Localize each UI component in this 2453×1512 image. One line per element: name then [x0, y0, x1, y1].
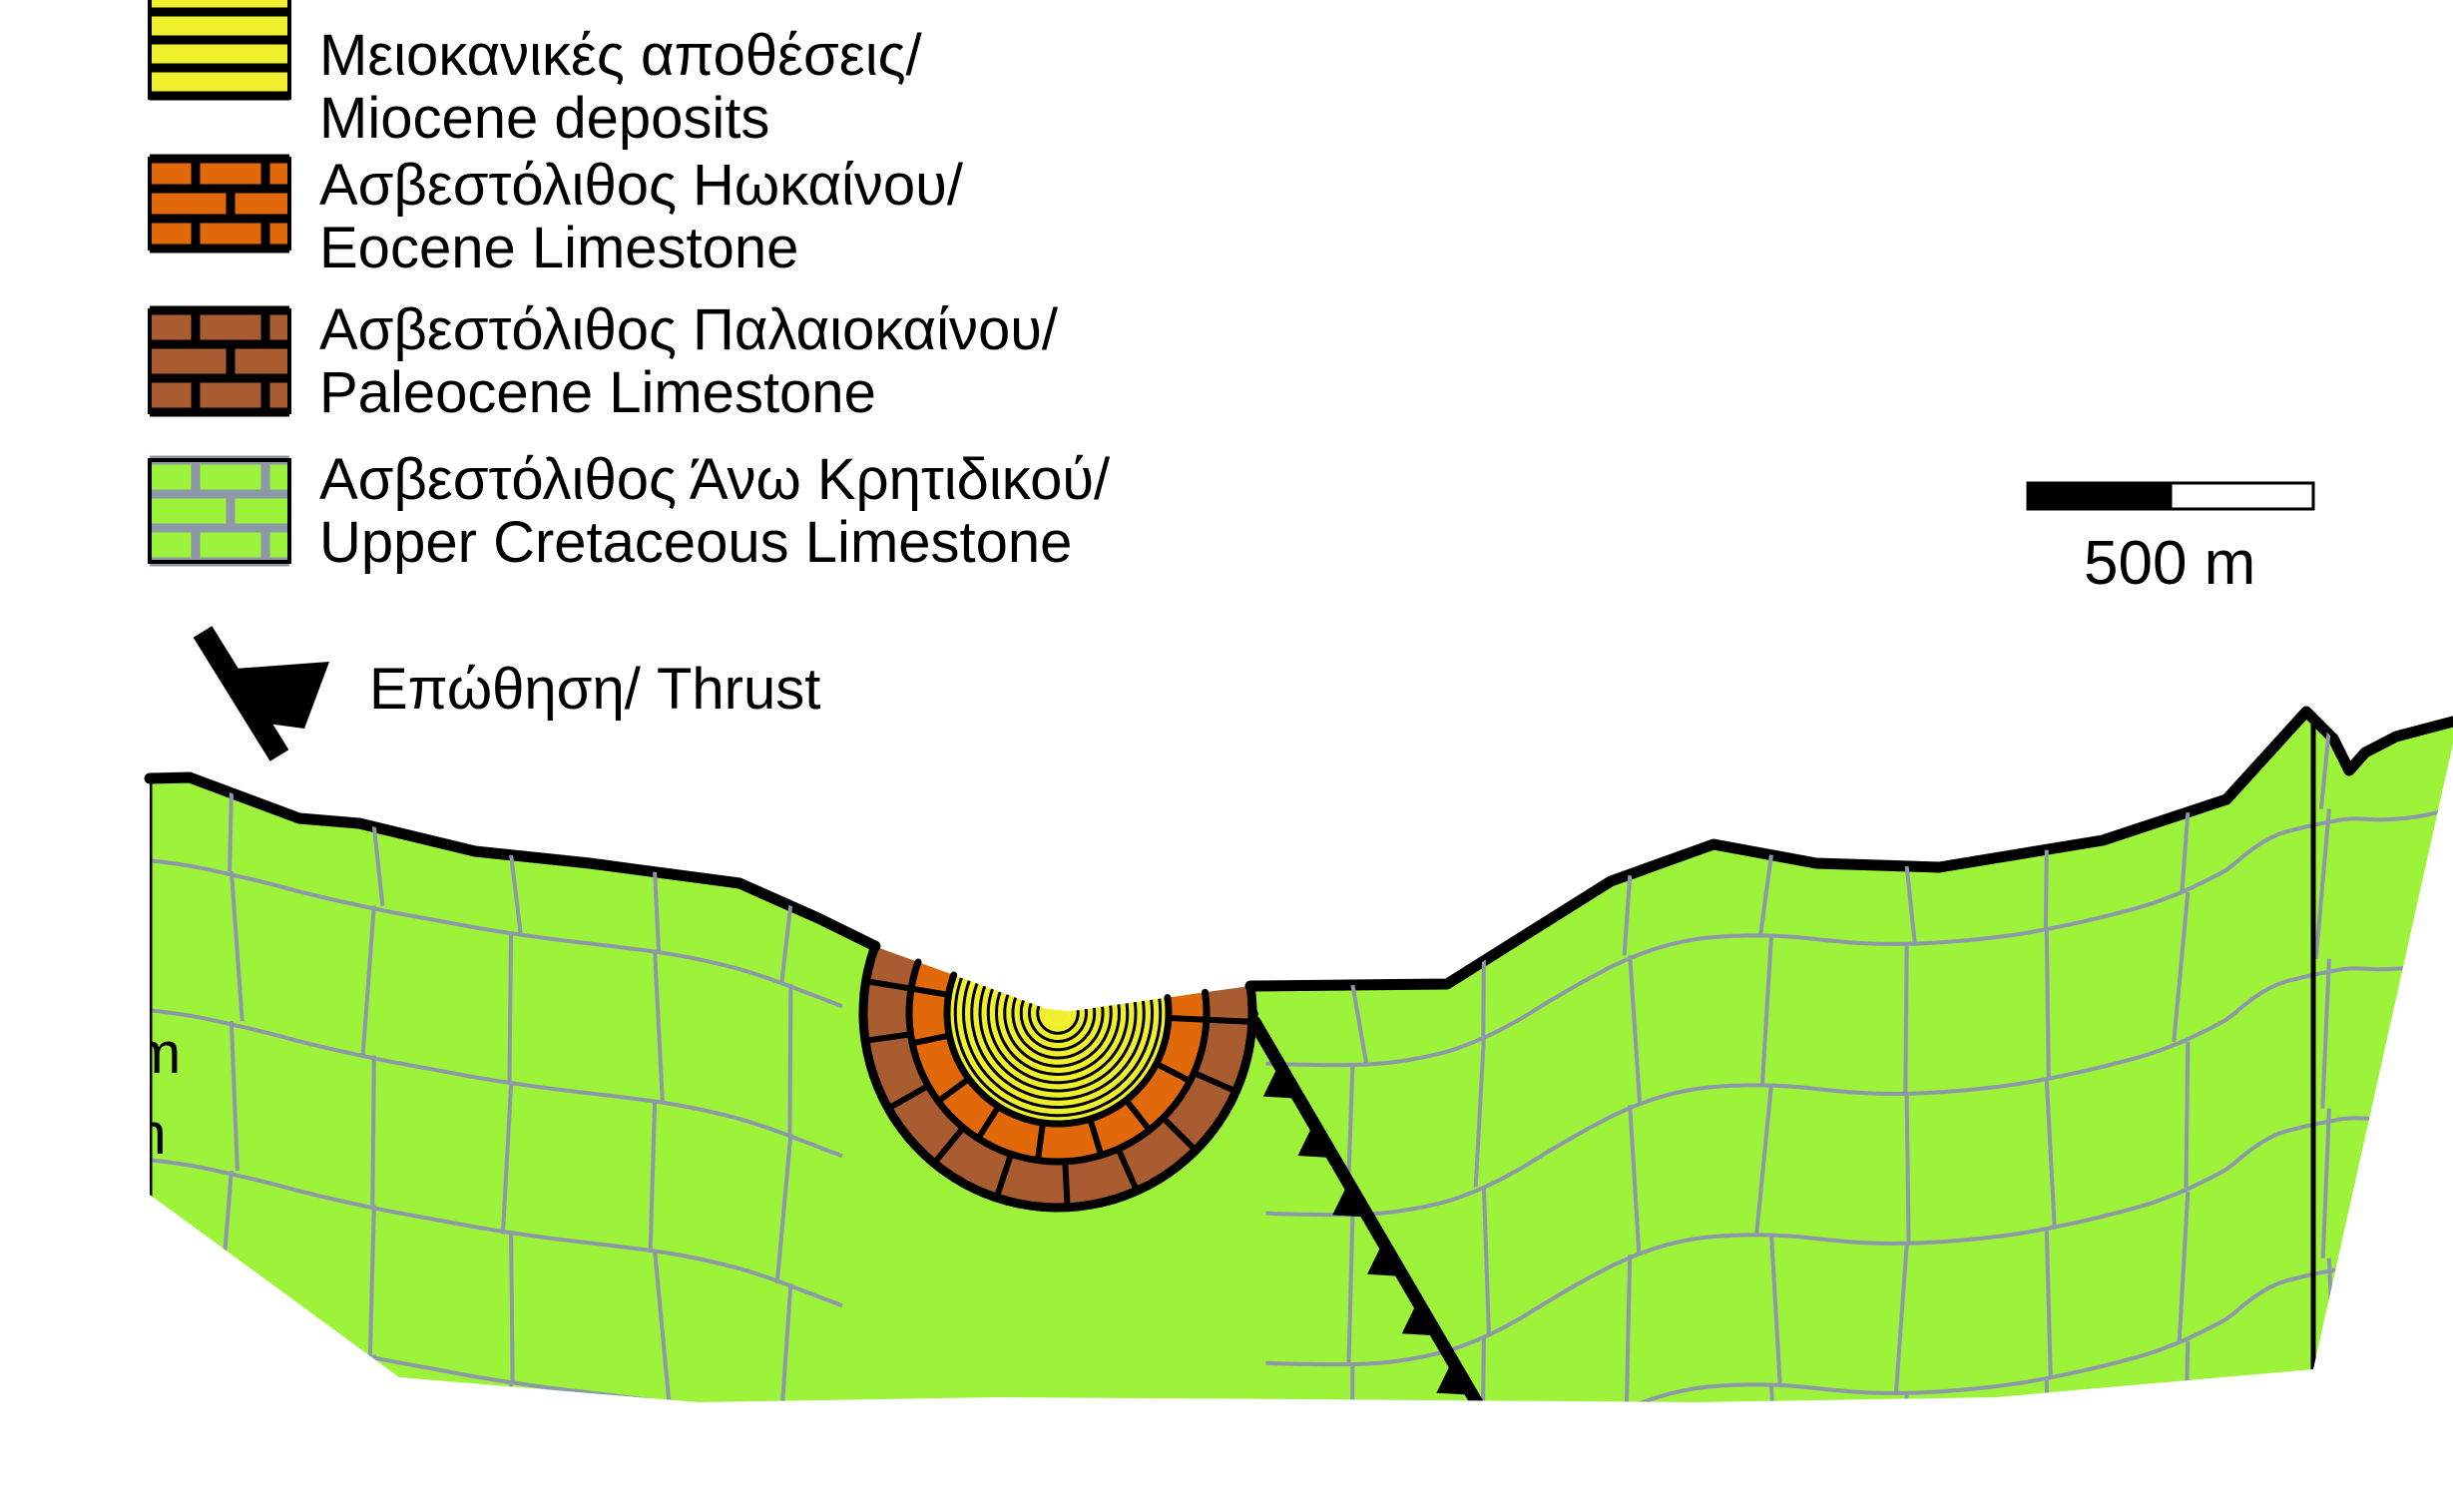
svg-text:Ασβεστόλιθος Ηωκαίνου/: Ασβεστόλιθος Ηωκαίνου/: [319, 153, 964, 218]
svg-text:Επώθηση/ Thrust: Επώθηση/ Thrust: [369, 657, 820, 722]
svg-text:Ασβεστόλιθος Παλαιοκαίνου/: Ασβεστόλιθος Παλαιοκαίνου/: [319, 297, 1059, 362]
svg-text:Upper Cretaceous Limestone: Upper Cretaceous Limestone: [319, 510, 1072, 575]
svg-text:Μειοκανικές αποθέσεις/: Μειοκανικές αποθέσεις/: [319, 23, 923, 88]
svg-text:Ασβεστόλιθος Άνω Κρητιδικού/: Ασβεστόλιθος Άνω Κρητιδικού/: [319, 447, 1111, 512]
svg-text:Eocene Limestone: Eocene Limestone: [319, 216, 798, 280]
svg-text:500 m: 500 m: [2084, 529, 2255, 598]
svg-text:Miocene deposits: Miocene deposits: [319, 86, 769, 151]
svg-text:Paleocene Limestone: Paleocene Limestone: [319, 360, 876, 425]
